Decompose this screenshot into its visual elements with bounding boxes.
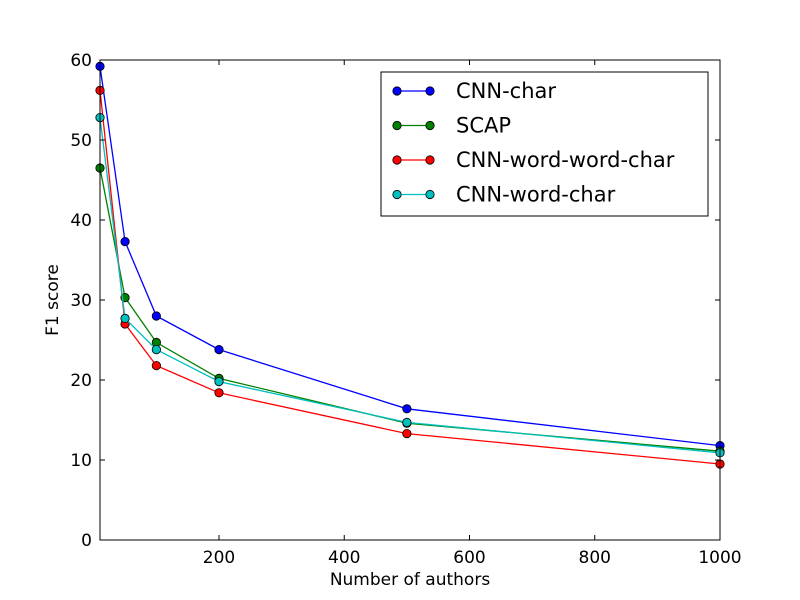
legend-marker [425,120,435,131]
x-axis-label: Number of authors [330,570,491,590]
data-point-cnn-word-word-char [214,388,224,398]
y-axis-label: F1 score [43,264,63,336]
data-point-cnn-char [402,404,412,414]
y-tick-label: 50 [70,131,92,151]
series-line-cnn-word-char [99,117,721,454]
x-tick-label: 1000 [698,548,741,568]
y-tick-label: 40 [70,211,92,231]
y-tick-label: 0 [81,531,92,551]
x-tick-label: 800 [579,548,611,568]
legend: CNN-char SCAP CNN-word-word-char CNN-word-c… [380,71,709,217]
y-tick-label: 60 [70,51,92,71]
legend-label: CNN-word-word-char [456,148,675,172]
data-point-cnn-word-char [151,344,161,355]
y-tick-label: 10 [70,451,92,471]
data-point-cnn-word-word-char [151,360,161,371]
legend-item: CNN-word-char [392,183,616,207]
data-point-cnn-word-char [402,417,412,427]
x-tick-label: 400 [328,548,360,568]
series-cnn-char [95,61,725,451]
data-point-cnn-char [151,311,161,321]
legend-marker [392,86,402,96]
legend-label: CNN-char [456,79,556,103]
legend-marker [425,86,435,96]
y-tick-label: 20 [70,371,92,391]
data-point-cnn-char [214,344,224,355]
data-point-cnn-word-char [120,313,130,323]
legend-marker [392,155,402,165]
legend-marker [425,189,435,200]
x-tick-label: 200 [203,548,235,568]
legend-marker [392,120,402,131]
legend-label: SCAP [456,114,511,138]
legend-marker [425,155,435,165]
data-point-cnn-char [120,237,130,247]
y-tick-label: 30 [70,291,92,311]
series-layer [95,61,725,469]
data-point-cnn-word-char [214,376,224,387]
tick-layer: 0 10 20 30 40 50 60 200 400 600 800 1000 [70,51,741,568]
legend-marker [392,189,402,200]
x-tick-label: 600 [453,548,485,568]
legend-item: SCAP [392,114,511,138]
legend-item: CNN-char [392,79,556,103]
series-line-cnn-char [99,66,721,447]
data-point-cnn-word-word-char [402,428,412,439]
legend-label: CNN-word-char [456,183,616,207]
legend-box [380,71,709,217]
legend-item: CNN-word-word-char [392,148,675,172]
